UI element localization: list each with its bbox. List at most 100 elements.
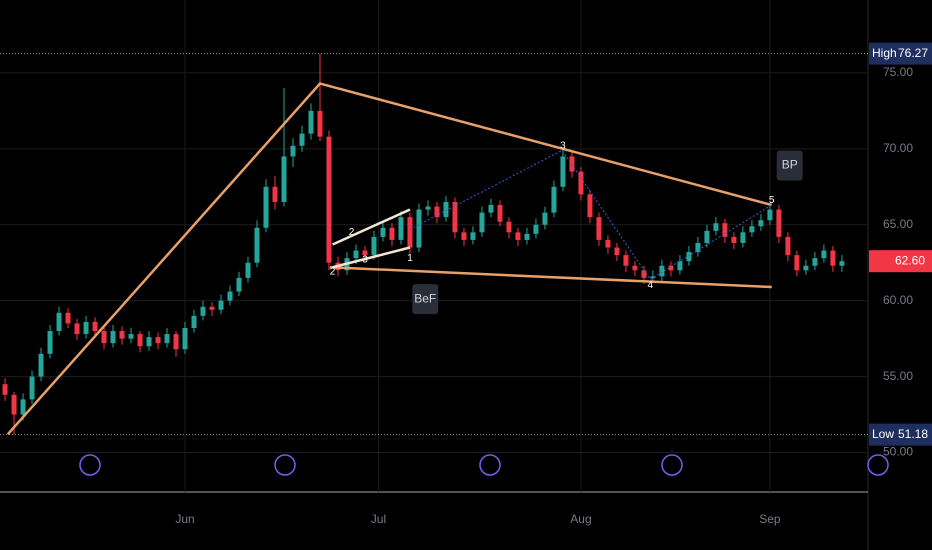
trend-line [6,82,773,436]
event-icon[interactable] [274,454,296,476]
pattern-label: 1 [407,253,413,264]
event-icon[interactable] [79,454,101,476]
candle-body [614,247,620,256]
candle-body [803,265,809,271]
event-icons[interactable] [79,454,889,476]
candle-body [380,227,386,237]
pattern-label: 2 [330,266,336,277]
candle-body [317,110,323,137]
callout-box [412,284,439,315]
candle-body [767,209,773,221]
candle-body [182,328,188,350]
candle-body [155,337,161,344]
y-tick-label: 70.00 [883,141,913,155]
candle-body [740,232,746,243]
candle-body [812,258,818,266]
candle-body [533,224,539,234]
candle-body [353,250,359,259]
candle-body [326,136,332,263]
candle-body [38,353,44,377]
candle-body [92,321,98,332]
callout-label: BP [782,158,798,172]
candle-body [587,194,593,218]
candle-body [479,212,485,233]
candle-body [677,261,683,271]
trend-line [332,208,411,246]
low-tag-value: 51.18 [898,427,928,441]
candle-body [722,223,728,237]
candle-body [551,186,557,213]
candle-body [308,110,314,134]
candle-body [299,133,305,146]
candle-body [668,265,674,271]
callout-box [776,150,803,181]
candle-body [119,331,125,339]
candle-body [650,276,656,278]
high-tag-name: High [872,46,897,60]
candle-body [65,312,71,324]
x-tick-label: Sep [759,512,781,526]
candle-body [227,291,233,301]
pattern-label: 3 [560,140,566,151]
candle-body [659,265,665,277]
candle-body [398,217,404,240]
candle-body [272,186,278,202]
candle-body [515,232,521,240]
event-icon[interactable] [661,454,683,476]
candle-body [623,255,629,266]
low-tag-name: Low [872,427,894,441]
candle-body [785,236,791,256]
candle-body [146,337,152,347]
x-tick-label: Jun [175,512,194,526]
candle-body [218,300,224,310]
candle-body [839,261,845,266]
candle-body [632,265,638,271]
candle-body [560,156,566,187]
pattern-label: 4 [647,280,653,291]
event-icon[interactable] [479,454,501,476]
candle-body [236,277,242,292]
candle-body [110,331,116,344]
candle-body [641,270,647,278]
candle-body [83,321,89,335]
candle-body [56,312,62,332]
candle-body [731,236,737,243]
candle-body [371,236,377,256]
candle-body [416,209,422,248]
candle-body [263,186,269,228]
trend-line [409,149,772,281]
candle-body [686,252,692,262]
candle-body [506,221,512,233]
candle-body [47,331,53,354]
pattern-label: 2 [349,227,355,238]
last-price-label: 62.60 [895,253,925,267]
candle-body [407,217,413,248]
candle-body [461,232,467,240]
y-tick-label: 60.00 [883,293,913,307]
high-tag [869,42,932,65]
candle-body [2,384,8,395]
candle-body [776,209,782,237]
pattern-label: 5 [769,195,775,206]
candle-body [29,376,35,400]
x-tick-label: Jul [371,512,386,526]
candle-body [830,250,836,266]
last-price-tag [869,250,932,273]
candle-body [362,250,368,256]
candle-body [137,334,143,347]
candle-body [11,394,17,415]
candle-body [470,232,476,240]
event-icon[interactable] [867,454,889,476]
y-tick-label: 65.00 [883,217,913,231]
candle-body [713,223,719,231]
candle-body [200,306,206,316]
candle-body [794,255,800,271]
trend-line [332,246,411,269]
candle-body [101,331,107,344]
candle-body [524,233,530,240]
candle-body [74,323,80,335]
candle-body [164,334,170,344]
candle-body [758,220,764,227]
candle-body [434,206,440,218]
